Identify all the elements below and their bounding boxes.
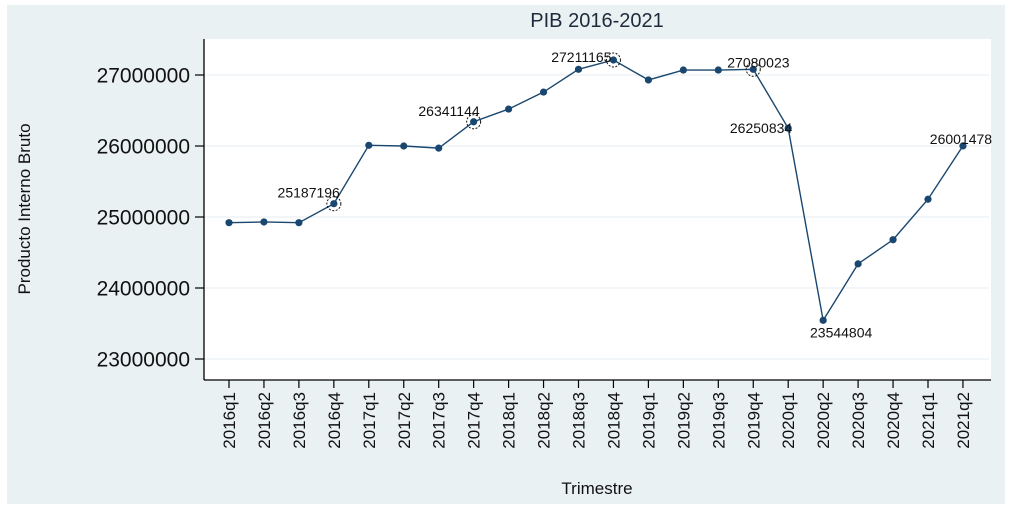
x-tick-label: 2016q2 — [255, 392, 274, 449]
axes: 23000000 24000000 25000000 26000000 27000000… — [97, 39, 991, 449]
x-tick-label: 2019q4 — [744, 392, 763, 449]
data-point — [470, 118, 478, 126]
data-label: 25187196 — [278, 185, 341, 201]
x-tick-label: 2021q2 — [954, 392, 973, 449]
x-tick-label: 2018q1 — [500, 392, 519, 449]
data-labels: 25187196 26341144 27211165 27080023 26250834… — [278, 49, 993, 340]
x-tick-label: 2021q1 — [919, 392, 938, 449]
x-tick-label: 2017q4 — [465, 392, 484, 449]
highlight-ring — [466, 114, 482, 130]
x-tick-label: 2016q3 — [290, 392, 309, 449]
x-tick-label: 2017q1 — [360, 392, 379, 449]
data-point — [574, 65, 583, 73]
data-point — [679, 66, 687, 74]
data-label: 27211165 — [551, 49, 611, 65]
data-point — [400, 142, 408, 150]
data-point — [644, 76, 653, 84]
y-axis-title: Producto Interno Bruto — [15, 123, 34, 294]
data-series — [225, 56, 967, 324]
data-point — [435, 144, 443, 152]
highlight-ring — [745, 61, 761, 77]
x-tick-label: 2019q2 — [674, 392, 693, 449]
data-point — [365, 141, 373, 149]
data-point — [959, 142, 967, 150]
x-tick-label: 2019q3 — [709, 392, 728, 449]
gridlines — [204, 74, 989, 360]
data-point — [854, 260, 862, 268]
data-label: 26341144 — [418, 103, 479, 119]
data-point — [330, 200, 338, 208]
x-tick-label: 2017q2 — [395, 392, 414, 449]
data-point — [924, 195, 932, 203]
y-tick-label: 24000000 — [97, 278, 190, 301]
x-tick-label: 2018q2 — [535, 392, 554, 449]
x-axis-title: Trimestre — [561, 479, 632, 498]
data-point — [260, 218, 268, 226]
x-tick-label: 2017q3 — [430, 392, 449, 449]
x-tick-label: 2020q1 — [779, 392, 798, 449]
data-point — [225, 219, 233, 227]
data-label: 23544804 — [810, 324, 873, 340]
data-point — [889, 236, 897, 244]
y-tick-label: 27000000 — [97, 65, 190, 88]
y-tick-label: 26000000 — [97, 136, 190, 159]
data-point — [609, 56, 618, 64]
x-tick-label: 2016q4 — [325, 392, 344, 449]
data-point — [819, 316, 827, 324]
highlight-ring — [605, 52, 621, 68]
x-tick-label: 2018q3 — [570, 392, 589, 449]
data-point — [714, 66, 722, 74]
x-tick-label: 2020q4 — [884, 392, 903, 449]
data-point — [539, 88, 548, 96]
x-tick-label: 2020q2 — [814, 392, 833, 449]
data-label: 27080023 — [727, 54, 790, 70]
data-point — [749, 65, 757, 73]
x-tick-label: 2019q1 — [639, 392, 658, 449]
y-tick-label: 25000000 — [97, 207, 190, 230]
plot-area — [204, 39, 991, 380]
data-label: 26250834 — [730, 120, 793, 136]
highlight-ring — [326, 196, 342, 212]
series-line — [228, 59, 964, 323]
data-point — [505, 105, 513, 113]
data-point — [295, 219, 303, 227]
y-tick-label: 23000000 — [97, 349, 190, 372]
x-tick-label: 2016q1 — [220, 392, 239, 449]
data-label: 26001478 — [930, 131, 993, 147]
x-tick-label: 2020q3 — [849, 392, 868, 449]
data-point — [784, 124, 792, 132]
x-tick-label: 2018q4 — [604, 392, 623, 449]
chart-title: PIB 2016-2021 — [530, 10, 663, 32]
